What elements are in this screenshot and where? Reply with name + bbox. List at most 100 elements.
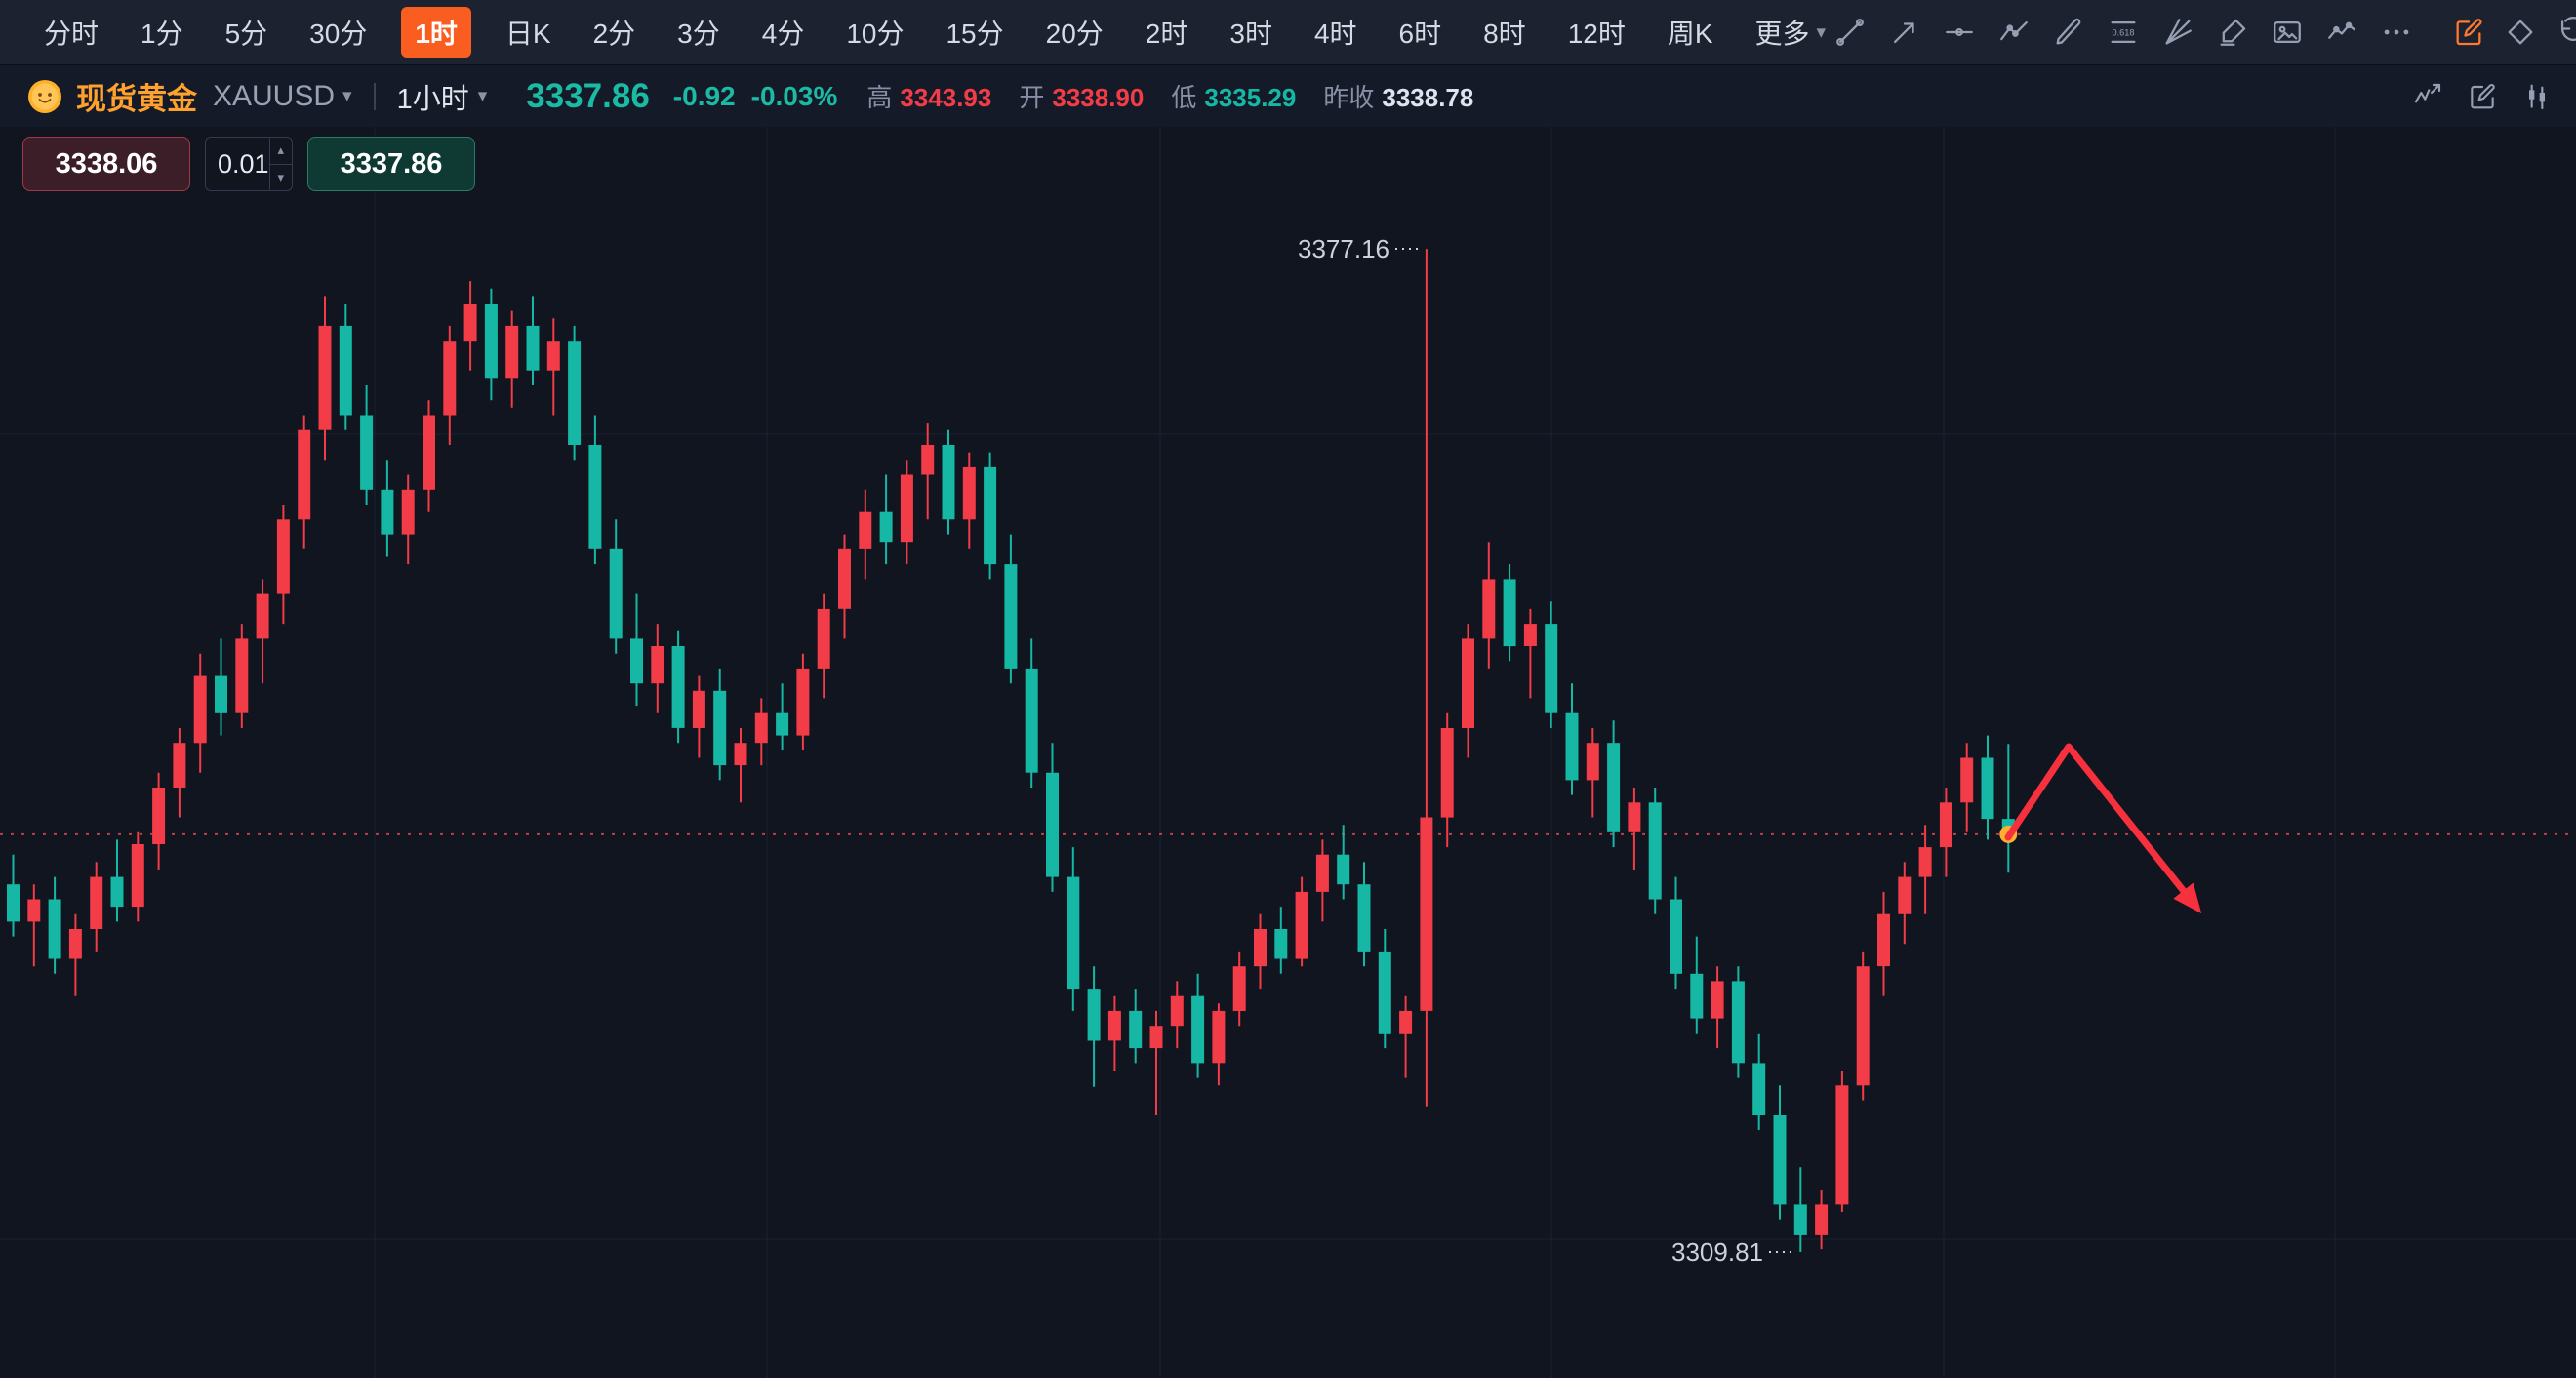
candle — [609, 548, 623, 639]
candle — [692, 690, 705, 728]
timeframe-5分[interactable]: 5分 — [224, 19, 268, 49]
candle — [1232, 966, 1246, 1011]
timeframe-30分[interactable]: 30分 — [309, 19, 368, 49]
image-icon[interactable] — [2271, 16, 2304, 49]
timeframe-周K[interactable]: 周K — [1667, 19, 1713, 49]
timeframe-more-menu[interactable]: 更多 ▾ — [1748, 7, 1834, 58]
horizontal-line-icon[interactable] — [1943, 16, 1976, 49]
quote-stat: 开 3338.90 — [1019, 78, 1144, 114]
chart-canvas[interactable]: 3377.16 3309.81 — [0, 127, 2576, 1378]
stat-value: 3335.29 — [1204, 83, 1297, 112]
candle — [859, 511, 872, 549]
candle — [754, 712, 768, 744]
edit-note-icon[interactable] — [2467, 81, 2498, 112]
timeframe-15分[interactable]: 15分 — [946, 19, 1004, 49]
timeframe-1分[interactable]: 1分 — [141, 19, 183, 49]
candle — [1918, 847, 1932, 877]
candle — [984, 466, 997, 565]
candle — [1628, 802, 1641, 832]
stat-label: 低 — [1171, 83, 1197, 112]
candle — [215, 675, 227, 713]
timeframe-分时[interactable]: 分时 — [44, 19, 100, 49]
toolbar-right-tools — [2452, 16, 2576, 49]
candlestick-chart[interactable]: 3377.16 3309.81 — [0, 127, 2576, 1378]
candle — [318, 325, 332, 430]
stepper-buttons: ▴ ▾ — [268, 138, 292, 190]
quantity-down-button[interactable]: ▾ — [277, 169, 285, 184]
candle — [463, 304, 477, 342]
timeframe-1时[interactable]: 1时 — [401, 7, 471, 58]
candle — [1960, 757, 1974, 803]
candle — [1274, 929, 1288, 959]
gann-fan-icon[interactable] — [2161, 16, 2194, 49]
quantity-stepper[interactable]: 0.01 ▴ ▾ — [205, 137, 293, 191]
edit-orange-icon[interactable] — [2452, 16, 2485, 49]
candle — [298, 429, 311, 520]
timeframe-3分[interactable]: 3分 — [677, 19, 720, 49]
candle — [1898, 876, 1912, 914]
symbol-selector[interactable]: XAUUSD ▾ — [213, 80, 352, 113]
timeframe-8时[interactable]: 8时 — [1483, 19, 1526, 49]
timeframe-4时[interactable]: 4时 — [1313, 19, 1357, 49]
candle — [1357, 884, 1371, 952]
timeframe-3时[interactable]: 3时 — [1229, 19, 1272, 49]
timeframe-6时[interactable]: 6时 — [1398, 19, 1442, 49]
more-label: 更多 — [1754, 19, 1810, 49]
symbol-code: XAUUSD — [213, 79, 336, 112]
ray-arrow-icon[interactable] — [1888, 16, 1921, 49]
sell-button[interactable]: 3338.06 — [22, 137, 190, 191]
candle — [962, 466, 976, 520]
timeframe-tabs: 分时 1分 5分 30分 1时 日K 2分 3分 4分 10分 15分 20分 2时 3时 4时 6时 8时 12… — [36, 7, 1833, 58]
trend-line-icon[interactable] — [1833, 16, 1867, 49]
quote-stat: 昨收 3338.78 — [1323, 78, 1473, 114]
marker-icon[interactable] — [2216, 16, 2249, 49]
candle — [1752, 1063, 1766, 1115]
candle — [1025, 668, 1038, 773]
drawn-arrow[interactable] — [2004, 743, 2202, 914]
fib-0618-icon[interactable]: 0.618 — [2107, 16, 2140, 49]
quantity-value: 0.01 — [218, 148, 269, 179]
undo-icon[interactable] — [2556, 16, 2576, 49]
candle — [193, 675, 207, 744]
stat-label: 高 — [866, 83, 893, 112]
candle — [630, 638, 643, 684]
candle — [651, 646, 664, 684]
quote-bar: 现货黄金 XAUUSD ▾ 1小时 ▾ 3337.86 -0.92 -0.03%… — [0, 64, 2576, 127]
timeframe-20分[interactable]: 20分 — [1045, 19, 1104, 49]
candle — [423, 415, 435, 490]
candle — [339, 325, 352, 416]
candle — [1835, 1085, 1849, 1205]
candle — [1212, 1010, 1226, 1064]
candle — [1523, 624, 1537, 646]
quantity-up-button[interactable]: ▴ — [269, 138, 292, 165]
timeframe-4分[interactable]: 4分 — [761, 19, 805, 49]
interval-selector[interactable]: 1小时 ▾ — [397, 76, 488, 117]
candle — [1004, 564, 1018, 669]
timeframe-12时[interactable]: 12时 — [1567, 19, 1626, 49]
candle — [1046, 772, 1059, 877]
candle — [879, 511, 893, 543]
candle — [27, 899, 41, 922]
diamond-icon[interactable] — [2504, 16, 2537, 49]
panel-icon[interactable] — [2521, 81, 2553, 112]
indicator-line-icon[interactable] — [2325, 16, 2358, 49]
candle — [1462, 638, 1474, 728]
timeframe-10分[interactable]: 10分 — [846, 19, 905, 49]
quote-stat: 低 3335.29 — [1171, 78, 1296, 114]
top-toolbar: 分时 1分 5分 30分 1时 日K 2分 3分 4分 10分 15分 20分 2时 3时 4时 6时 8时 12… — [0, 0, 2576, 64]
more-icon[interactable] — [2380, 16, 2413, 49]
candle — [1067, 876, 1080, 990]
timeframe-2分[interactable]: 2分 — [592, 19, 636, 49]
timeframe-日K[interactable]: 日K — [504, 19, 551, 49]
candle — [671, 646, 685, 728]
pencil-icon[interactable] — [2052, 16, 2085, 49]
compare-icon[interactable] — [2412, 81, 2443, 112]
buy-button[interactable]: 3337.86 — [307, 137, 475, 191]
candle — [1420, 817, 1433, 1011]
timeframe-2时[interactable]: 2时 — [1145, 19, 1188, 49]
polyline-icon[interactable] — [1997, 16, 2031, 49]
chevron-down-icon: ▾ — [342, 86, 352, 106]
chevron-down-icon: ▾ — [477, 86, 488, 106]
candle — [1648, 802, 1662, 900]
interval-label: 1小时 — [396, 83, 469, 115]
